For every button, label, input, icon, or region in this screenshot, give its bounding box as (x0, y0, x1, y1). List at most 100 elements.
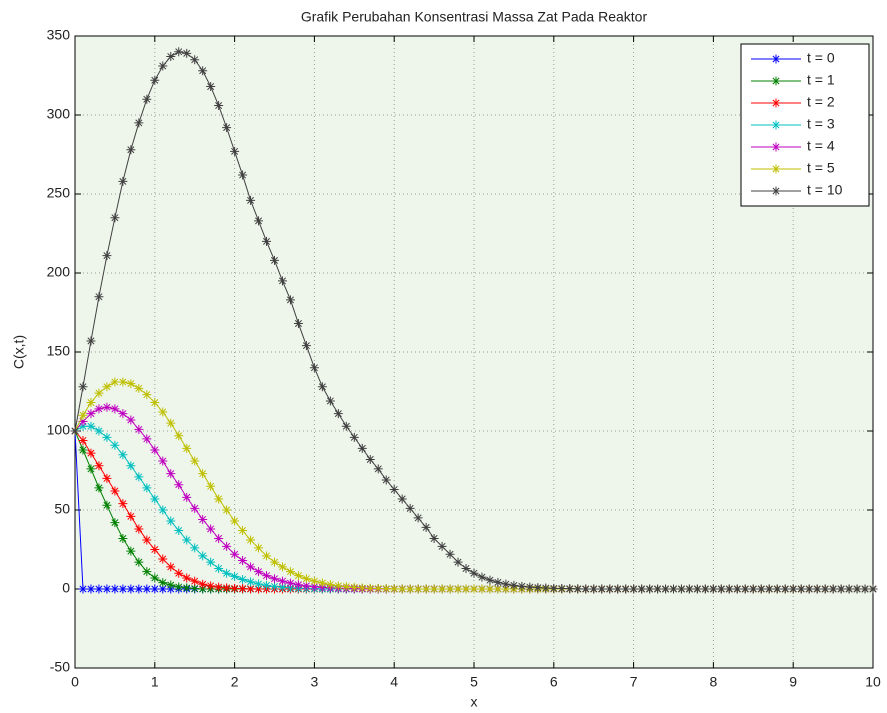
marker (190, 504, 199, 513)
marker (374, 464, 383, 473)
y-tick-label: 150 (47, 343, 71, 359)
legend-marker (772, 165, 781, 174)
x-tick-label: 3 (311, 674, 319, 690)
marker (134, 472, 143, 481)
marker (182, 493, 191, 502)
marker (821, 585, 830, 594)
marker (126, 415, 135, 424)
marker (110, 487, 119, 496)
marker (110, 213, 119, 222)
marker (190, 457, 199, 466)
marker (693, 585, 702, 594)
x-tick-label: 10 (865, 674, 881, 690)
marker (254, 216, 263, 225)
legend-marker (772, 187, 781, 196)
marker (102, 474, 111, 483)
marker (86, 409, 95, 418)
marker (142, 483, 151, 492)
marker (174, 431, 183, 440)
marker (470, 585, 479, 594)
marker (110, 441, 119, 450)
marker (286, 295, 295, 304)
marker (366, 455, 375, 464)
x-tick-label: 2 (231, 674, 239, 690)
marker (382, 475, 391, 484)
marker (126, 145, 135, 154)
marker (302, 341, 311, 350)
legend-marker (772, 77, 781, 86)
legend-label: t = 2 (807, 94, 835, 110)
legend-marker (772, 143, 781, 152)
marker (126, 585, 135, 594)
marker (717, 585, 726, 594)
marker (414, 585, 423, 594)
marker (102, 251, 111, 260)
y-tick-label: 300 (47, 106, 71, 122)
marker (142, 390, 151, 399)
marker (174, 480, 183, 489)
y-tick-label: 100 (47, 422, 71, 438)
marker (645, 585, 654, 594)
marker (278, 562, 287, 571)
marker (230, 147, 239, 156)
marker (318, 382, 327, 391)
marker (446, 585, 455, 594)
marker (278, 276, 287, 285)
marker (150, 585, 159, 594)
marker (134, 585, 143, 594)
legend-label: t = 4 (807, 138, 835, 154)
marker (422, 523, 431, 532)
marker (150, 573, 159, 582)
legend-label: t = 1 (807, 72, 835, 88)
marker (430, 534, 439, 543)
marker (86, 336, 95, 345)
x-tick-label: 4 (390, 674, 398, 690)
marker (142, 567, 151, 576)
marker (310, 363, 319, 372)
marker (102, 433, 111, 442)
chart: Grafik Perubahan Konsentrasi Massa Zat P… (0, 0, 887, 713)
marker (102, 382, 111, 391)
y-tick-label: 350 (47, 27, 71, 43)
marker (477, 585, 486, 594)
marker (246, 196, 255, 205)
marker (438, 585, 447, 594)
marker (86, 585, 95, 594)
marker (126, 379, 135, 388)
x-tick-label: 6 (550, 674, 558, 690)
marker (222, 506, 231, 515)
marker (190, 55, 199, 64)
marker (222, 123, 231, 132)
marker (150, 445, 159, 454)
x-tick-label: 9 (789, 674, 797, 690)
marker (238, 556, 247, 565)
marker (246, 562, 255, 571)
marker (430, 585, 439, 594)
marker (102, 585, 111, 594)
y-tick-label: 250 (47, 185, 71, 201)
marker (110, 585, 119, 594)
marker (166, 562, 175, 571)
marker (182, 573, 191, 582)
marker (86, 449, 95, 458)
marker (142, 434, 151, 443)
x-tick-label: 7 (630, 674, 638, 690)
legend-label: t = 3 (807, 116, 835, 132)
x-tick-label: 8 (710, 674, 718, 690)
legend-marker (772, 99, 781, 108)
legend-label: t = 10 (807, 182, 843, 198)
legend-label: t = 5 (807, 160, 835, 176)
marker (166, 469, 175, 478)
marker (214, 534, 223, 543)
marker (342, 422, 351, 431)
marker (158, 62, 167, 71)
marker (214, 583, 223, 592)
y-tick-label: 50 (54, 501, 70, 517)
y-tick-label: 200 (47, 264, 71, 280)
marker (294, 319, 303, 328)
marker (86, 422, 95, 431)
marker (254, 567, 263, 576)
marker (422, 585, 431, 594)
y-axis-label: C(x,t) (11, 335, 27, 369)
x-axis-label: x (471, 694, 478, 710)
